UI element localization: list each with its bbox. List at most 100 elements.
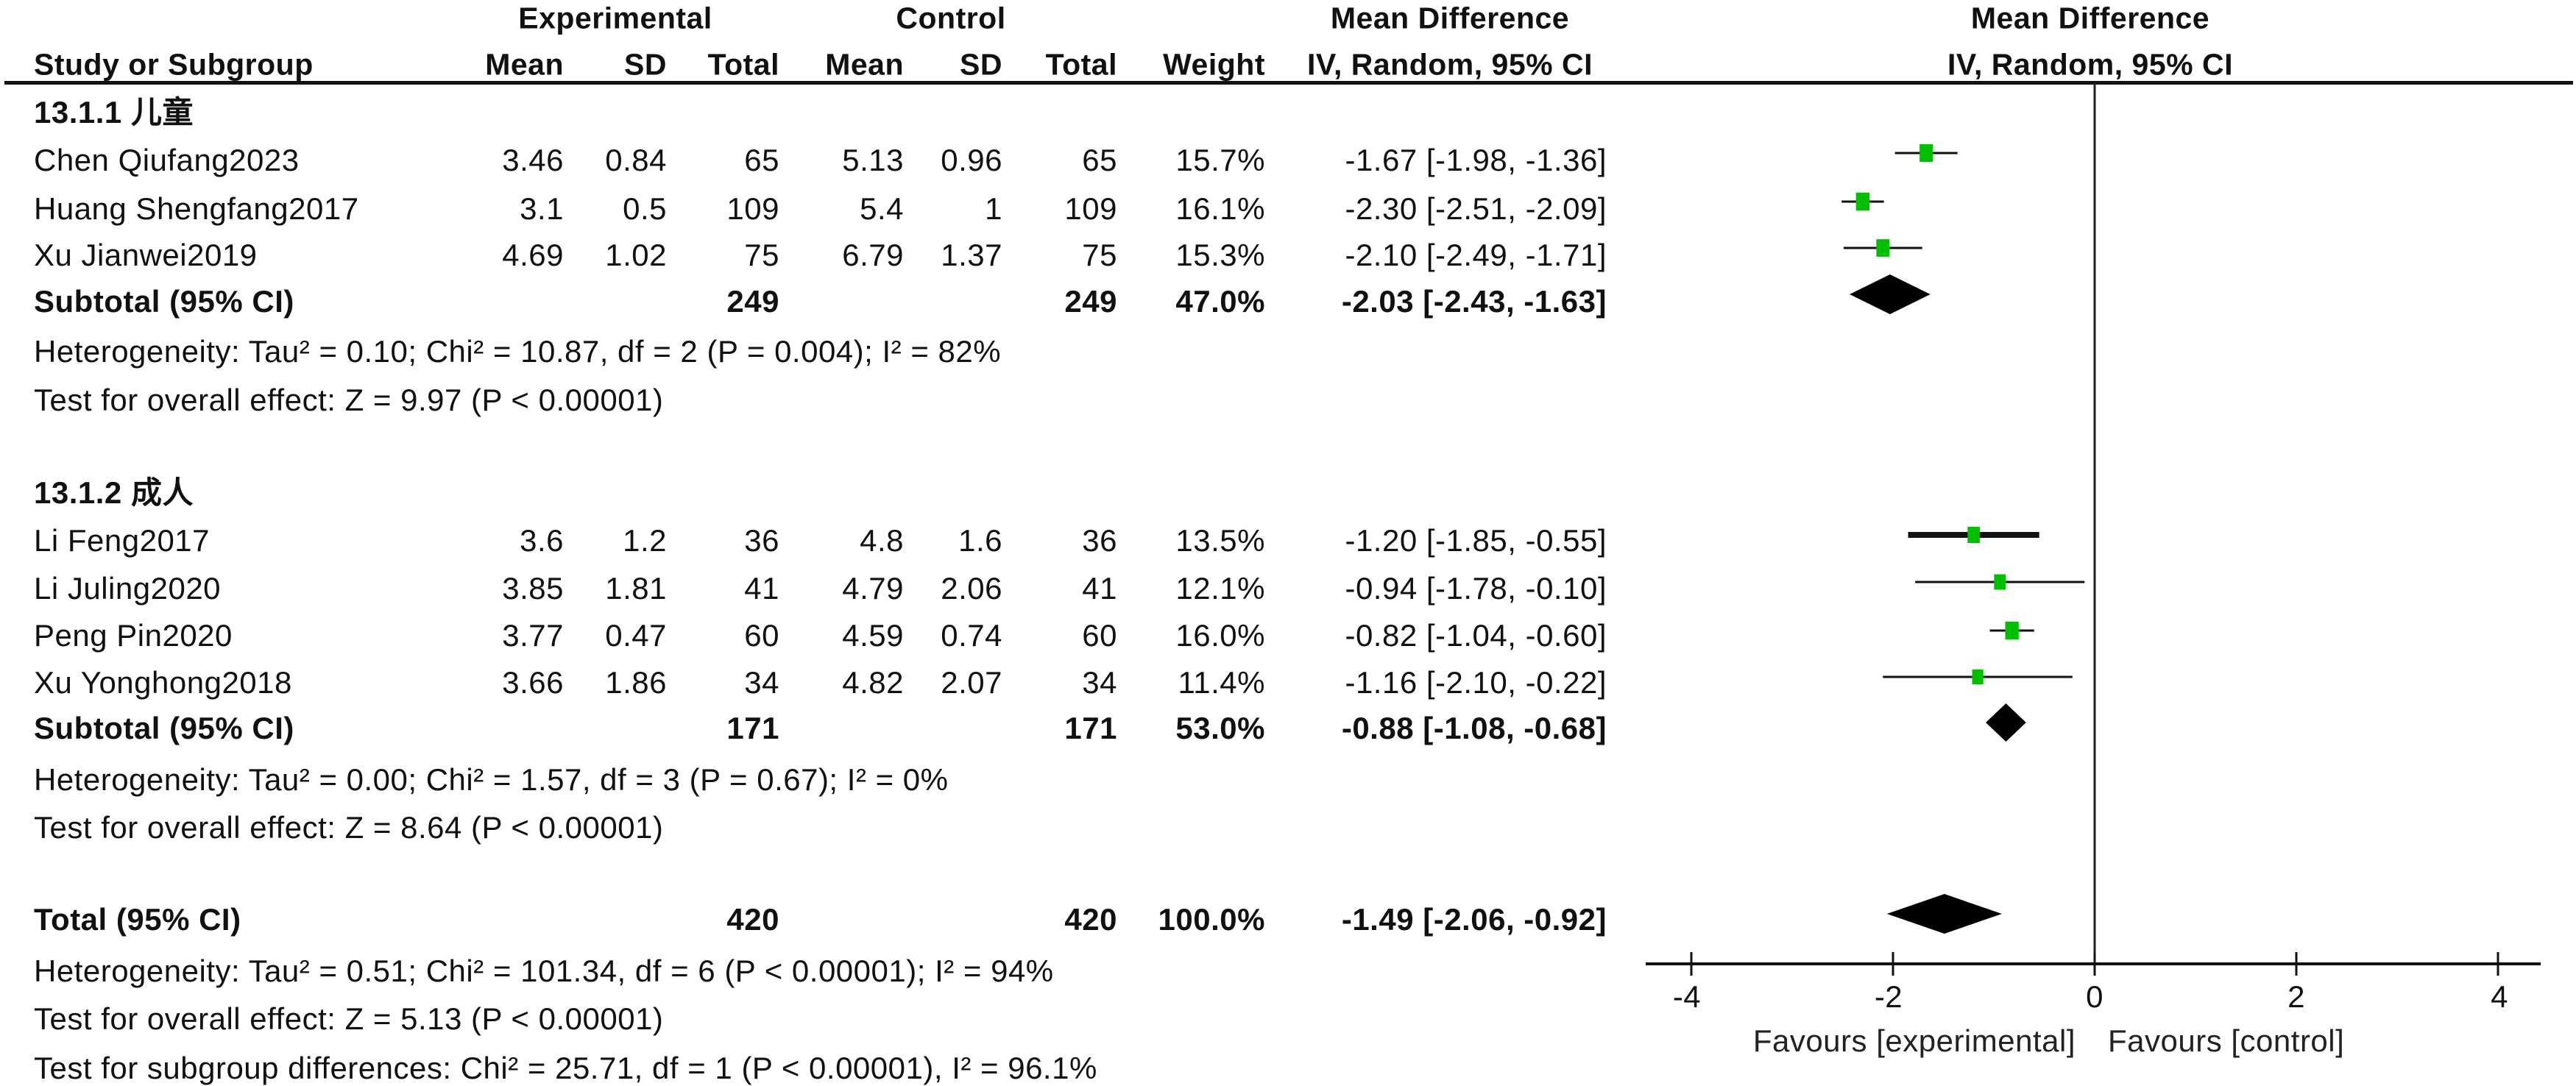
axis-tick-label: 0 — [2086, 979, 2103, 1014]
ctrl-total: 109 — [1064, 191, 1117, 226]
exp-sd: 1.02 — [605, 238, 667, 272]
subtotal-label: Subtotal (95% CI) — [34, 711, 294, 745]
ctrl-sd: 1.6 — [958, 523, 1002, 558]
ctrl-total: 60 — [1082, 618, 1117, 653]
ctrl-mean: 4.59 — [842, 618, 904, 653]
exp-sd: 0.47 — [605, 618, 667, 653]
pooled-diamond — [1986, 703, 2026, 742]
exp-sd-header: SD — [624, 47, 667, 82]
weight: 53.0% — [1175, 711, 1265, 745]
exp-total: 75 — [744, 238, 779, 272]
favours-experimental-label: Favours [experimental] — [1752, 1023, 2076, 1058]
md-ci: -0.94 [-1.78, -0.10] — [1345, 571, 1607, 606]
ctrl-sd: 0.74 — [941, 618, 1002, 653]
study-name: Peng Pin2020 — [34, 618, 233, 653]
md-ci: -2.03 [-2.43, -1.63] — [1341, 284, 1607, 319]
axis-tick-label: -2 — [1874, 979, 1903, 1014]
weight: 12.1% — [1175, 571, 1265, 606]
study-marker — [1876, 239, 1890, 257]
plot-title: Mean Difference — [1970, 1, 2210, 35]
study-name: Xu Jianwei2019 — [34, 238, 258, 272]
ctrl-mean: 4.8 — [860, 523, 904, 558]
study-marker — [1855, 192, 1870, 211]
overall-effect-text: Test for overall effect: Z = 9.97 (P < 0… — [34, 383, 664, 417]
overall-effect-text: Test for overall effect: Z = 8.64 (P < 0… — [34, 810, 664, 845]
md-ci: -2.30 [-2.51, -2.09] — [1345, 191, 1607, 226]
header-divider — [4, 81, 2573, 85]
ctrl-sd: 0.96 — [941, 143, 1002, 177]
md-ci: -0.88 [-1.08, -0.68] — [1341, 711, 1607, 745]
exp-sd: 1.86 — [605, 665, 667, 700]
pooled-diamond — [1886, 894, 2002, 934]
ctrl-mean: 6.79 — [842, 238, 904, 272]
weight: 16.1% — [1175, 191, 1265, 226]
exp-total: 34 — [744, 665, 779, 700]
ctrl-total: 41 — [1082, 571, 1117, 606]
subgroup-label: 13.1.2 成人 — [34, 475, 194, 510]
ctrl-mean-header: Mean — [825, 47, 904, 82]
ctrl-sd: 2.07 — [941, 665, 1002, 700]
weight: 47.0% — [1175, 284, 1265, 319]
exp-total: 65 — [744, 143, 779, 177]
total-label: Total (95% CI) — [34, 902, 241, 937]
exp-mean: 3.77 — [502, 618, 564, 653]
heterogeneity-text: Heterogeneity: Tau² = 0.10; Chi² = 10.87… — [34, 334, 1002, 369]
exp-total: 109 — [726, 191, 779, 226]
ctrl-sd: 1 — [985, 191, 1002, 226]
ctrl-total: 171 — [1064, 711, 1117, 745]
study-marker — [1919, 143, 1933, 163]
md-ci: -0.82 [-1.04, -0.60] — [1345, 618, 1607, 653]
exp-sd: 0.5 — [623, 191, 667, 226]
heterogeneity-text: Heterogeneity: Tau² = 0.51; Chi² = 101.3… — [34, 954, 1054, 988]
ctrl-total: 36 — [1082, 523, 1117, 558]
weight: 16.0% — [1175, 618, 1265, 653]
pooled-diamond — [1850, 274, 1931, 314]
ctrl-mean: 4.79 — [842, 571, 904, 606]
study-marker — [1994, 574, 2006, 590]
exp-total: 41 — [744, 571, 779, 606]
ctrl-sd: 1.37 — [941, 238, 1002, 272]
axis-tick-label: 4 — [2491, 979, 2508, 1014]
overall-effect-text: Test for overall effect: Z = 5.13 (P < 0… — [34, 1001, 664, 1036]
md-ci: -1.49 [-2.06, -0.92] — [1341, 902, 1607, 937]
ctrl-sd: 2.06 — [941, 571, 1002, 606]
ctrl-mean: 4.82 — [842, 665, 904, 700]
md-ci: -1.20 [-1.85, -0.55] — [1345, 523, 1607, 558]
exp-mean: 3.66 — [502, 665, 564, 700]
md-ci: -1.16 [-2.10, -0.22] — [1345, 665, 1607, 700]
ctrl-sd-header: SD — [960, 47, 1002, 82]
ctrl-total: 249 — [1064, 284, 1117, 319]
exp-mean: 3.46 — [502, 143, 564, 177]
exp-mean: 3.85 — [502, 571, 564, 606]
exp-mean: 3.1 — [520, 191, 564, 226]
weight-header: Weight — [1163, 47, 1265, 82]
md-column-title: Mean Difference — [1330, 1, 1570, 35]
md-ci: -2.10 [-2.49, -1.71] — [1345, 238, 1607, 272]
axis-tick-label: 2 — [2287, 979, 2305, 1014]
favours-control-label: Favours [control] — [2108, 1023, 2345, 1058]
weight: 11.4% — [1178, 665, 1265, 700]
ctrl-total: 75 — [1082, 238, 1117, 272]
study-marker — [2005, 621, 2019, 640]
exp-total: 171 — [726, 711, 779, 745]
study-marker — [1972, 669, 1984, 685]
ctrl-total: 34 — [1082, 665, 1117, 700]
weight: 15.7% — [1175, 143, 1265, 177]
exp-mean-header: Mean — [485, 47, 564, 82]
experimental-group-header: Experimental — [518, 1, 712, 35]
study-name: Xu Yonghong2018 — [34, 665, 292, 700]
control-group-header: Control — [896, 1, 1006, 35]
exp-mean: 3.6 — [520, 523, 564, 558]
subtotal-label: Subtotal (95% CI) — [34, 284, 294, 319]
exp-mean: 4.69 — [502, 238, 564, 272]
exp-total: 249 — [726, 284, 779, 319]
study-column-header: Study or Subgroup — [34, 47, 314, 82]
subgroup-label: 13.1.1 儿童 — [34, 95, 194, 129]
study-name: Chen Qiufang2023 — [34, 143, 300, 177]
study-marker — [1967, 526, 1980, 544]
ctrl-total: 420 — [1064, 902, 1117, 937]
study-name: Li Juling2020 — [34, 571, 222, 606]
exp-total: 420 — [726, 902, 779, 937]
axis-tick-label: -4 — [1672, 979, 1702, 1014]
